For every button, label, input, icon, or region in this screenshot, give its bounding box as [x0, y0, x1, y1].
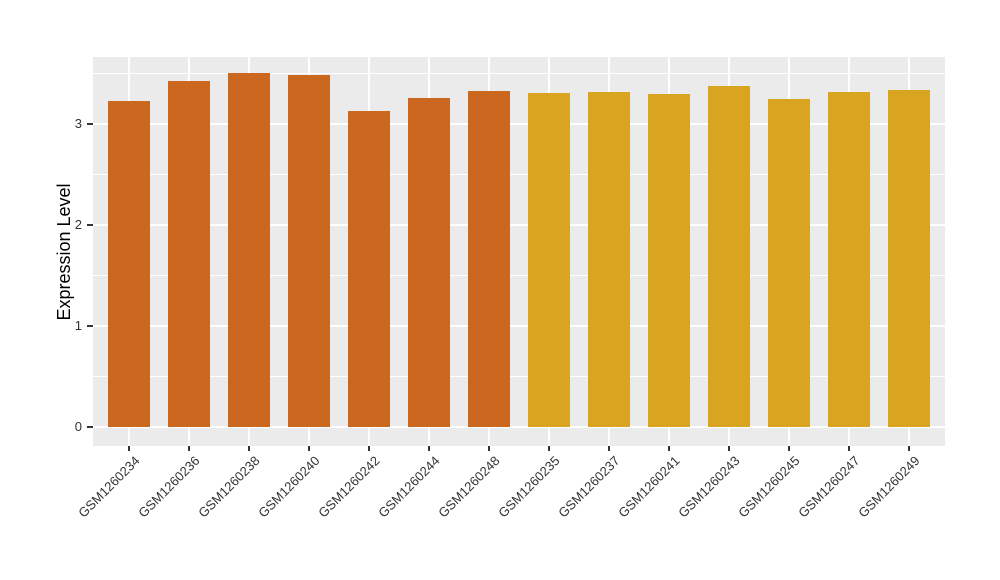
x-tick-mark — [428, 446, 430, 451]
bar — [828, 92, 870, 427]
bar — [408, 98, 450, 427]
y-tick-mark — [87, 223, 93, 226]
x-tick-mark — [248, 446, 250, 451]
bar — [708, 86, 750, 427]
x-tick-mark — [848, 446, 850, 451]
x-tick-mark — [308, 446, 310, 451]
bar — [528, 93, 570, 427]
gridline-major-h — [93, 324, 945, 327]
gridline-major-h — [93, 425, 945, 428]
y-tick-label: 0 — [74, 418, 82, 434]
bar — [468, 91, 510, 427]
bar — [888, 90, 930, 427]
x-tick-mark — [908, 446, 910, 451]
bar — [288, 75, 330, 427]
x-tick-mark — [488, 446, 490, 451]
bar — [768, 99, 810, 427]
gridline-minor-h — [93, 72, 945, 74]
bar — [168, 81, 210, 427]
x-tick-mark — [548, 446, 550, 451]
y-tick-label: 2 — [74, 216, 82, 232]
x-tick-mark — [188, 446, 190, 451]
x-tick-mark — [728, 446, 730, 451]
x-tick-mark — [128, 446, 130, 451]
x-tick-mark — [368, 446, 370, 451]
y-tick-mark — [87, 425, 93, 428]
x-tick-mark — [668, 446, 670, 451]
y-tick-label: 1 — [74, 317, 82, 333]
plot-panel — [93, 57, 945, 446]
bar — [588, 92, 630, 427]
bar — [228, 73, 270, 427]
bar — [648, 94, 690, 427]
y-tick-mark — [87, 122, 93, 125]
bar — [108, 101, 150, 427]
gridline-major-h — [93, 122, 945, 125]
y-tick-mark — [87, 324, 93, 327]
bar — [348, 110, 390, 427]
x-tick-mark — [788, 446, 790, 451]
gridline-minor-h — [93, 375, 945, 377]
gridline-minor-h — [93, 173, 945, 175]
gridline-minor-h — [93, 274, 945, 276]
x-tick-label: GSM1260234 — [75, 453, 143, 521]
gridline-major-h — [93, 223, 945, 226]
y-tick-label: 3 — [74, 115, 82, 131]
x-tick-mark — [608, 446, 610, 451]
